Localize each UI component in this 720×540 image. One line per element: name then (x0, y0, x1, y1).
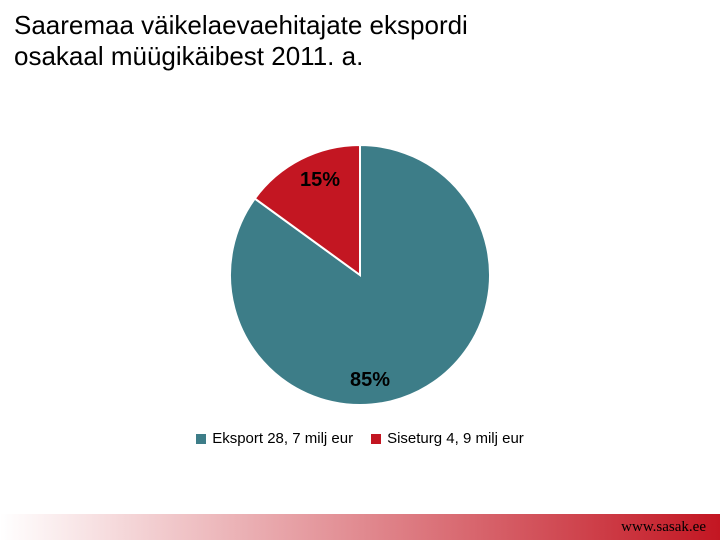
pie-label-domestic: 15% (300, 169, 340, 192)
page-title: Saaremaa väikelaevaehitajate ekspordi os… (14, 10, 468, 72)
pie-label-export: 85% (350, 369, 390, 392)
legend: Eksport 28, 7 milj eur Siseturg 4, 9 milj… (0, 430, 720, 447)
legend-label: Siseturg 4, 9 milj eur (387, 430, 524, 447)
legend-item-1: Siseturg 4, 9 milj eur (371, 430, 524, 447)
footer-url: www.sasak.ee (621, 519, 706, 536)
legend-swatch-icon (371, 434, 381, 444)
title-line-1: Saaremaa väikelaevaehitajate ekspordi (14, 10, 468, 40)
pie: 85% 15% (230, 145, 490, 405)
footer-gradient (0, 514, 720, 540)
pie-chart: 85% 15% (0, 115, 720, 435)
legend-label: Eksport 28, 7 milj eur (212, 430, 353, 447)
legend-swatch-icon (196, 434, 206, 444)
pie-svg (230, 145, 490, 405)
title-line-2: osakaal müügikäibest 2011. a. (14, 41, 363, 71)
legend-item-0: Eksport 28, 7 milj eur (196, 430, 353, 447)
